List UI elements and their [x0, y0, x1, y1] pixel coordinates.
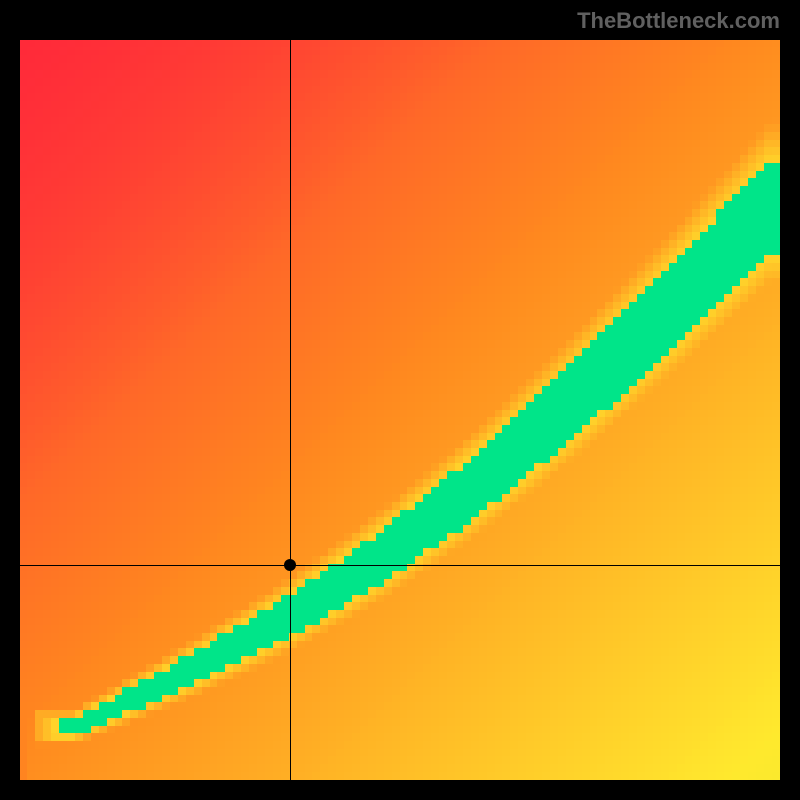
watermark-text: TheBottleneck.com	[577, 8, 780, 34]
bottleneck-heatmap	[20, 40, 780, 780]
crosshair-vertical	[290, 40, 291, 780]
crosshair-marker	[284, 559, 296, 571]
crosshair-horizontal	[20, 565, 780, 566]
chart-container: TheBottleneck.com	[0, 0, 800, 800]
